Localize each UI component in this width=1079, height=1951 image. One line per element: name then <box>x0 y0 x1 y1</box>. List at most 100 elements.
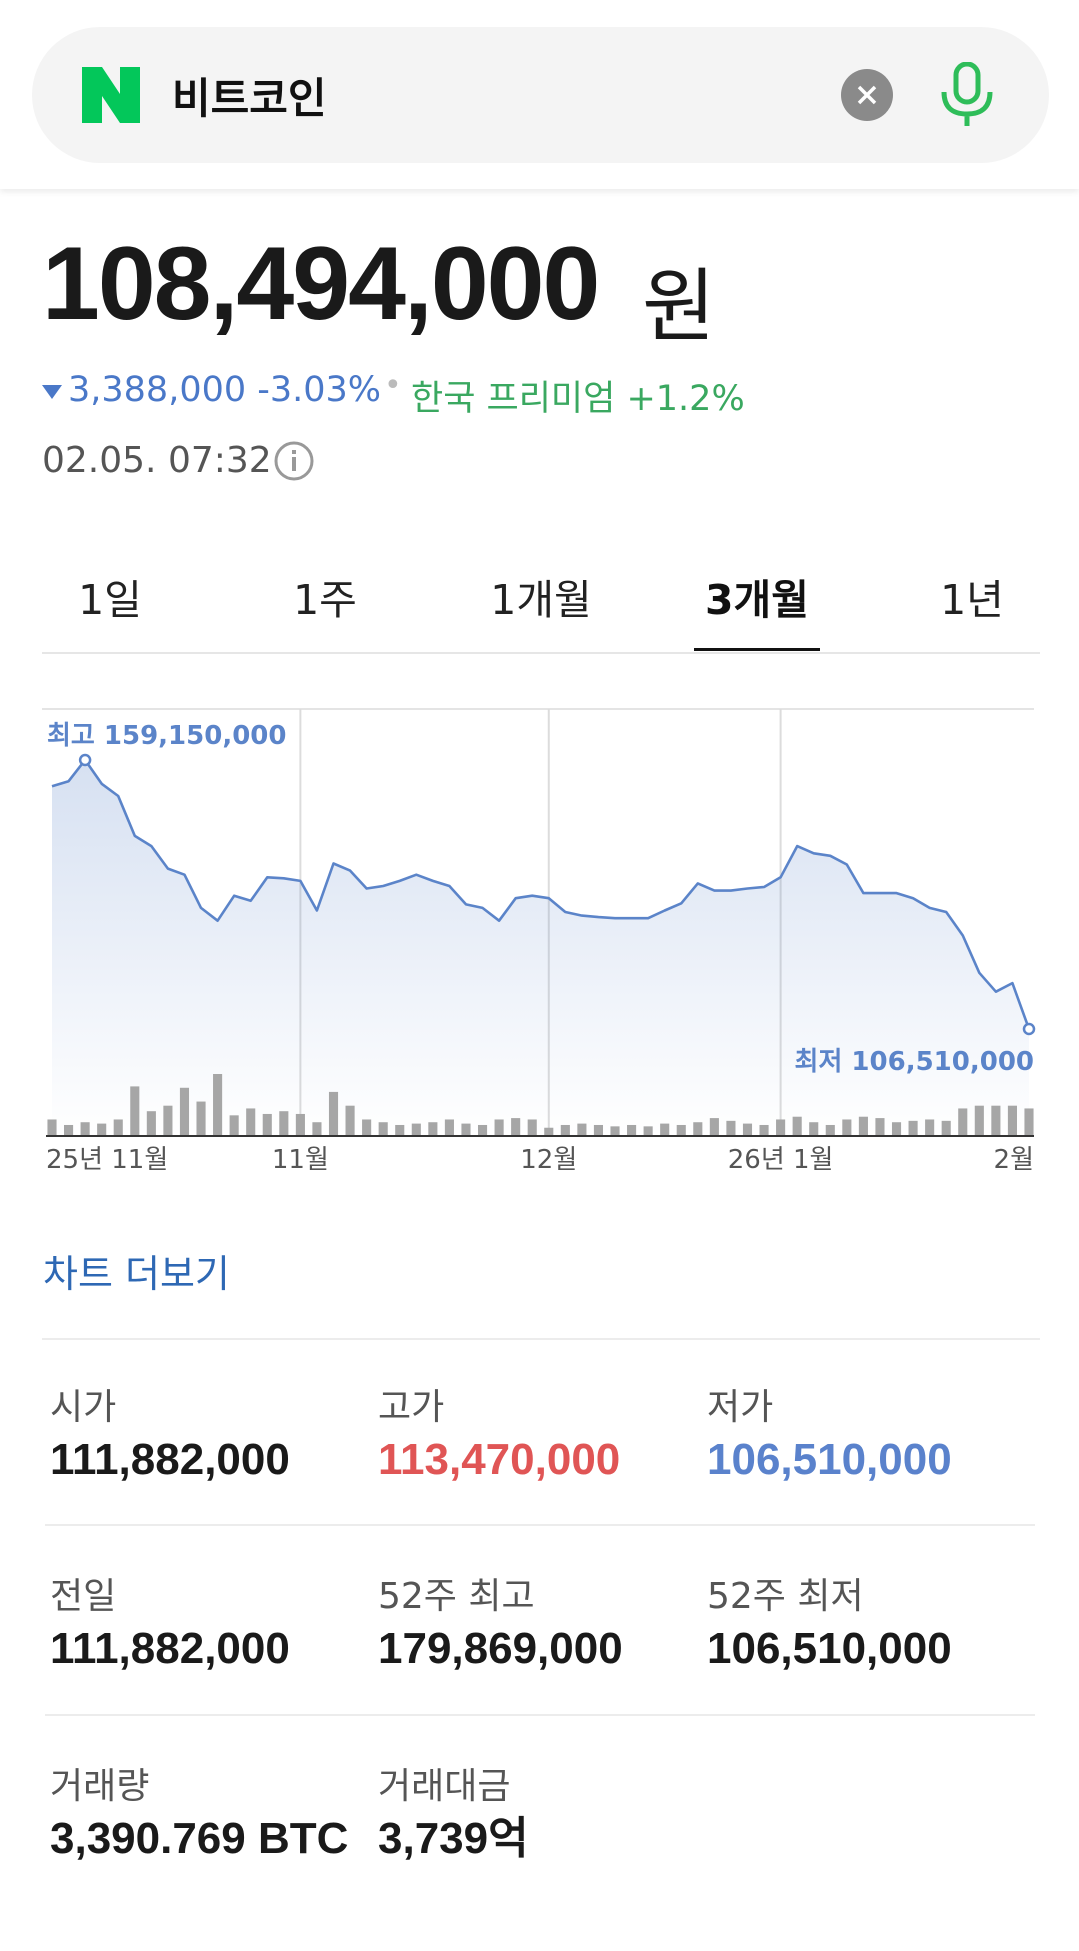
volume-bar <box>444 1119 454 1136</box>
price-line <box>51 758 1031 1030</box>
volume-bar <box>693 1122 703 1136</box>
volume-bar <box>577 1123 587 1136</box>
stat-label: 52주 최고 <box>378 1576 535 1617</box>
stat-label: 거래량 <box>50 1766 150 1807</box>
naver-logo <box>82 67 140 123</box>
volume-bar <box>395 1124 405 1136</box>
volume-bar <box>925 1119 935 1136</box>
tabs-divider <box>42 652 1040 654</box>
volume-bar <box>726 1120 736 1136</box>
period-tab[interactable]: 3개월 <box>705 576 809 624</box>
volume-bar <box>428 1122 438 1136</box>
volume-bar <box>792 1116 802 1136</box>
volume-bar <box>511 1118 521 1136</box>
stat-value: 111,882,000 <box>50 1435 290 1484</box>
stat-value: 3,739억 <box>378 1814 529 1863</box>
volume-bar <box>1007 1105 1017 1136</box>
price-area <box>52 760 1029 1136</box>
volume-bar <box>825 1124 835 1136</box>
volume-bar <box>130 1086 140 1136</box>
more-chart-link[interactable]: 차트 더보기 <box>43 1252 230 1296</box>
info-icon[interactable] <box>273 440 315 482</box>
volume-bar <box>196 1101 206 1136</box>
volume-bar <box>494 1119 504 1136</box>
header: 비트코인 <box>0 0 1079 189</box>
period-tab[interactable]: 1일 <box>78 576 142 624</box>
mic-button[interactable] <box>937 62 997 128</box>
volume-bar <box>527 1119 537 1136</box>
x-tick-label: 12월 <box>520 1145 577 1175</box>
stat-value: 3,390.769 BTC <box>50 1814 349 1863</box>
volume-bar <box>974 1105 984 1136</box>
quote-time: 02.05. 07:32 <box>42 440 272 481</box>
volume-bar <box>593 1124 604 1136</box>
volume-bar <box>776 1119 786 1136</box>
stat-label: 거래대금 <box>378 1766 511 1807</box>
stat-label: 고가 <box>378 1387 445 1428</box>
volume-bar <box>742 1123 753 1136</box>
stat-label: 시가 <box>50 1387 117 1428</box>
volume-bar <box>229 1115 239 1136</box>
stat-value: 106,510,000 <box>707 1624 952 1673</box>
volume-bar <box>246 1108 256 1136</box>
volume-bar <box>544 1127 554 1136</box>
volume-bar <box>312 1122 322 1136</box>
volume-bar <box>113 1119 123 1136</box>
clear-button[interactable] <box>840 68 894 122</box>
volume-bar <box>295 1113 305 1136</box>
period-tab[interactable]: 1년 <box>940 576 1004 624</box>
x-tick-label: 26년 1월 <box>728 1145 834 1175</box>
volume-bar <box>908 1120 918 1136</box>
volume-bar <box>676 1124 686 1136</box>
stat-value: 113,470,000 <box>378 1435 621 1484</box>
volume-bar <box>660 1123 670 1136</box>
volume-bar <box>163 1105 173 1136</box>
korea-premium: 한국 프리미엄 +1.2% <box>411 379 745 419</box>
high-marker <box>78 753 92 767</box>
low-label: 최저 106,510,000 <box>795 1047 1034 1077</box>
volume-bar <box>64 1124 74 1136</box>
volume-bar <box>477 1124 488 1136</box>
volume-bar <box>97 1123 107 1136</box>
volume-bar <box>213 1074 223 1136</box>
period-tab[interactable]: 1주 <box>293 576 357 624</box>
volume-bar <box>47 1119 57 1136</box>
stat-value: 179,869,000 <box>378 1624 623 1673</box>
stat-label: 전일 <box>50 1576 117 1617</box>
separator: • <box>384 368 402 403</box>
volume-bar <box>991 1105 1001 1136</box>
stat-value: 111,882,000 <box>50 1624 290 1673</box>
tab-underline <box>694 648 820 651</box>
volume-bar <box>279 1111 289 1136</box>
volume-bar <box>362 1119 372 1136</box>
volume-bar <box>643 1126 653 1136</box>
price-change: 3,388,000 -3.03% <box>68 370 382 410</box>
search-query[interactable]: 비트코인 <box>172 74 327 123</box>
volume-bar <box>891 1122 902 1136</box>
volume-bar <box>809 1122 819 1136</box>
volume-bar <box>262 1113 272 1136</box>
volume-bar <box>858 1116 868 1136</box>
volume-bar <box>328 1091 339 1136</box>
volume-bar <box>958 1108 968 1136</box>
stat-label: 저가 <box>707 1387 774 1428</box>
volume-bar <box>941 1120 951 1136</box>
divider <box>42 1338 1040 1340</box>
chart: 25년 11월 11월 12월 26년 1월 2월 최고 159,150,000 최저 10… <box>42 708 1036 1175</box>
volume-bar <box>80 1122 90 1136</box>
x-tick-label: 11월 <box>272 1145 329 1175</box>
volume-bar <box>709 1118 719 1136</box>
period-tab[interactable]: 1개월 <box>490 576 592 624</box>
price: 108,494,000 <box>42 226 600 342</box>
volume-bar <box>345 1105 355 1136</box>
high-label: 최고 159,150,000 <box>47 721 286 751</box>
volume-bar <box>875 1118 885 1136</box>
volume-bar <box>610 1126 620 1136</box>
low-marker <box>1022 1022 1036 1036</box>
x-tick-label: 2월 <box>994 1145 1034 1175</box>
search-bar[interactable]: 비트코인 <box>32 27 1049 163</box>
stat-value: 106,510,000 <box>707 1435 952 1484</box>
x-tick-label: 25년 11월 <box>46 1145 168 1175</box>
volume-bar <box>146 1111 156 1136</box>
